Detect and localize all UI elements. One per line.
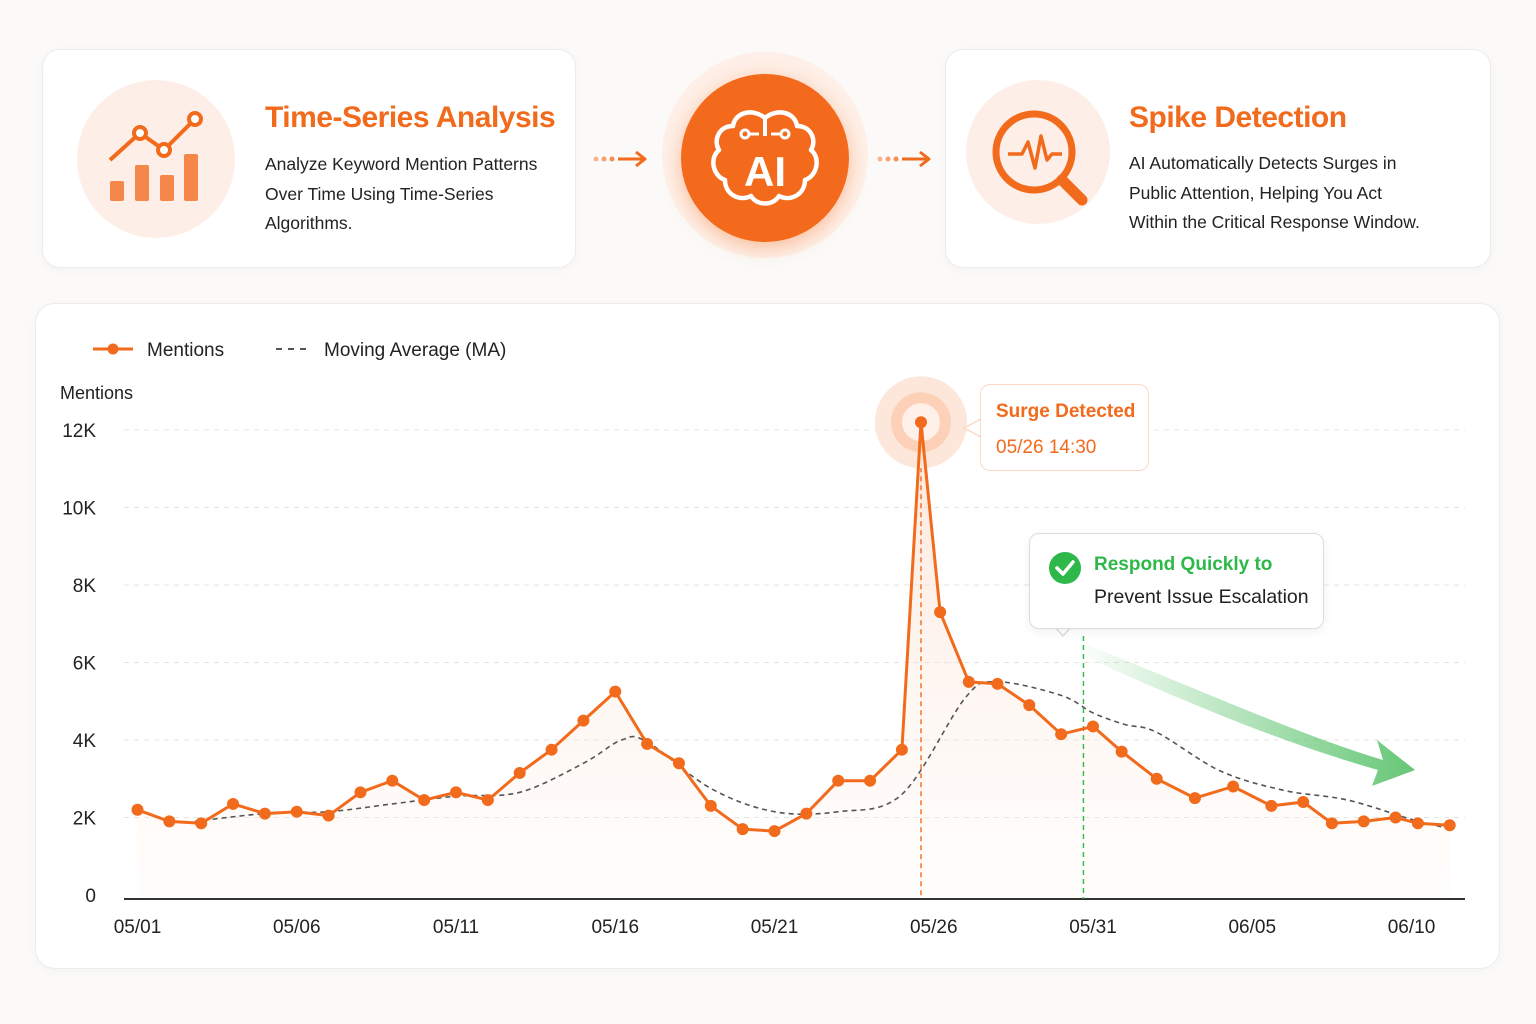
mentions-point bbox=[418, 794, 431, 807]
mentions-point bbox=[962, 675, 975, 688]
mentions-point bbox=[915, 416, 928, 429]
x-tick-label: 05/01 bbox=[114, 917, 162, 938]
mentions-point bbox=[481, 794, 494, 807]
desc-line: Public Attention, Helping You Act bbox=[1129, 182, 1382, 203]
moving-average-line bbox=[194, 681, 1444, 828]
mentions-point bbox=[895, 743, 908, 756]
mentions-point bbox=[934, 606, 947, 619]
card-description: AI Automatically Detects Surges in Publi… bbox=[1129, 149, 1420, 238]
y-tick-label: 2K bbox=[73, 809, 97, 830]
card-description: Analyze Keyword Mention Patterns Over Ti… bbox=[265, 150, 537, 239]
legend-mentions: Mentions bbox=[147, 340, 224, 361]
mentions-point bbox=[609, 685, 622, 698]
mentions-point bbox=[131, 803, 144, 816]
y-tick-label: 10K bbox=[62, 499, 96, 520]
mentions-point bbox=[1325, 817, 1338, 830]
mentions-point bbox=[1055, 728, 1068, 741]
mentions-point bbox=[1389, 811, 1402, 824]
respond-quickly-callout: Respond Quickly to Prevent Issue Escalat… bbox=[1029, 533, 1324, 629]
y-tick-label: 8K bbox=[73, 576, 97, 597]
mentions-point bbox=[832, 774, 845, 787]
respond-line-2: Prevent Issue Escalation bbox=[1094, 586, 1309, 608]
mentions-area bbox=[137, 422, 1450, 897]
x-tick-label: 05/06 bbox=[273, 917, 321, 938]
mentions-point bbox=[513, 766, 526, 779]
mentions-point bbox=[258, 807, 271, 820]
mentions-points bbox=[131, 416, 1456, 838]
mentions-point bbox=[768, 825, 781, 838]
desc-line: Within the Critical Response Window. bbox=[1129, 212, 1420, 232]
mentions-point bbox=[1443, 819, 1456, 832]
mentions-point bbox=[991, 677, 1004, 690]
mentions-point bbox=[1150, 772, 1163, 785]
desc-line: Analyze Keyword Mention Patterns bbox=[265, 154, 538, 174]
mentions-point bbox=[290, 805, 303, 818]
card-title: Spike Detection bbox=[1129, 101, 1347, 134]
mentions-point bbox=[704, 799, 717, 812]
mentions-point bbox=[864, 774, 877, 787]
mentions-point bbox=[322, 809, 335, 822]
ai-brain-icon: AI bbox=[681, 74, 849, 242]
mentions-point bbox=[1297, 796, 1310, 808]
mentions-point bbox=[1227, 780, 1240, 793]
downtrend-arrow-icon bbox=[1075, 640, 1415, 786]
mentions-point bbox=[1087, 720, 1099, 733]
mentions-point bbox=[163, 815, 176, 828]
mentions-point bbox=[1265, 799, 1278, 812]
magnifier-pulse-icon bbox=[966, 80, 1110, 224]
check-circle-icon bbox=[1049, 552, 1081, 584]
mentions-point bbox=[1357, 815, 1370, 828]
respond-line-1: Respond Quickly to bbox=[1094, 554, 1273, 575]
flow-arrow-icon bbox=[877, 150, 931, 168]
chart-legend: Mentions Moving Average (MA) bbox=[93, 340, 506, 361]
x-tick-label: 05/26 bbox=[910, 917, 958, 938]
x-tick-label: 05/31 bbox=[1069, 917, 1117, 938]
mentions-point bbox=[545, 743, 558, 756]
card-title: Time-Series Analysis bbox=[265, 101, 556, 134]
mentions-point bbox=[227, 797, 240, 810]
surge-title: Surge Detected bbox=[996, 401, 1136, 422]
y-axis-label: Mentions bbox=[60, 383, 133, 403]
mentions-point bbox=[1023, 699, 1036, 712]
y-tick-label: 12K bbox=[62, 421, 96, 442]
mentions-point bbox=[1188, 792, 1201, 805]
legend-moving-average: Moving Average (MA) bbox=[324, 340, 506, 361]
x-tick-label: 05/11 bbox=[433, 917, 479, 938]
mentions-point bbox=[577, 714, 590, 727]
desc-line: Algorithms. bbox=[265, 213, 353, 233]
y-tick-label: 0 bbox=[85, 886, 96, 907]
x-tick-label: 05/16 bbox=[591, 917, 639, 938]
y-tick-label: 4K bbox=[73, 731, 97, 752]
mentions-point bbox=[1115, 745, 1128, 758]
mentions-point bbox=[1411, 817, 1424, 830]
x-tick-label: 05/21 bbox=[751, 917, 799, 938]
surge-time: 05/26 14:30 bbox=[996, 437, 1097, 458]
x-tick-label: 06/05 bbox=[1228, 917, 1276, 938]
ai-label: AI bbox=[744, 148, 786, 195]
surge-detected-callout: Surge Detected 05/26 14:30 bbox=[980, 384, 1149, 471]
bar-trend-chart-icon bbox=[77, 80, 235, 238]
mentions-point bbox=[736, 823, 749, 836]
mentions-point bbox=[195, 817, 208, 830]
y-axis-ticks: 0 2K 4K 6K 8K 10K 12K bbox=[62, 421, 96, 907]
mentions-point bbox=[386, 774, 399, 787]
desc-line: AI Automatically Detects Surges in bbox=[1129, 153, 1397, 173]
x-axis-ticks: 05/01 05/06 05/11 05/16 05/21 05/26 05/31 06/05… bbox=[114, 917, 1436, 938]
time-series-card: Time-Series Analysis Analyze Keyword Men… bbox=[42, 49, 576, 268]
mentions-point bbox=[800, 807, 813, 820]
x-tick-label: 06/10 bbox=[1388, 917, 1436, 938]
y-tick-label: 6K bbox=[73, 654, 97, 675]
desc-line: Over Time Using Time-Series bbox=[265, 183, 494, 204]
mentions-point bbox=[450, 786, 462, 799]
mentions-point bbox=[672, 757, 685, 770]
spike-detection-card: Spike Detection AI Automatically Detects… bbox=[945, 49, 1491, 268]
mentions-point bbox=[354, 786, 367, 799]
flow-arrow-icon bbox=[593, 150, 647, 168]
mentions-point bbox=[641, 737, 654, 750]
